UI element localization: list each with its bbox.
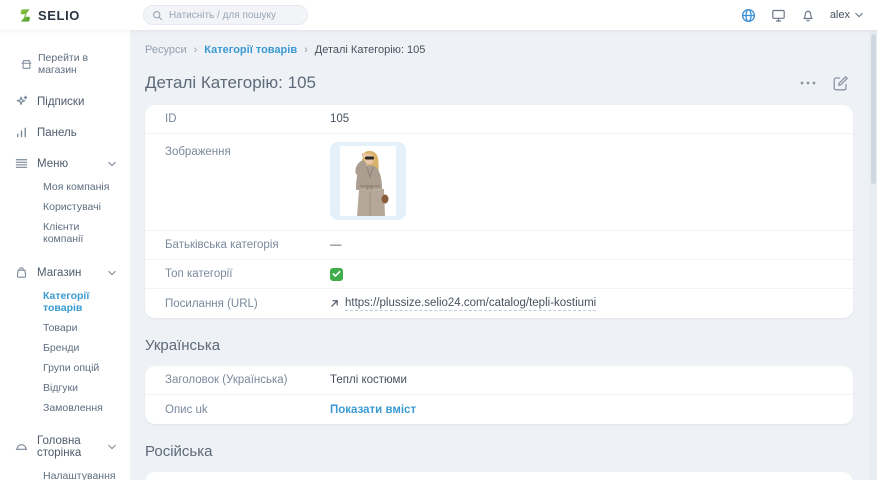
search-input[interactable] (169, 9, 299, 21)
row-label: Опис uk (165, 403, 208, 416)
sidebar-item-products[interactable]: Товари (43, 322, 78, 334)
detail-row-id: ID 105 (145, 105, 853, 134)
sidebar-item-company-clients[interactable]: Клієнти компанії (43, 221, 84, 245)
show-content-uk-link[interactable]: Показати вміст (330, 403, 417, 416)
breadcrumb-separator: › (193, 44, 198, 56)
storefront-icon (21, 59, 32, 70)
row-label: Зображення (165, 146, 231, 158)
breadcrumb-resources[interactable]: Ресурси (145, 44, 187, 56)
top-category-checkbox[interactable] (330, 267, 343, 281)
category-id-value: 105 (330, 113, 350, 125)
chevron-down-icon (855, 12, 863, 18)
model-photo-illustration (340, 146, 396, 216)
section-title-russian: Російська (145, 443, 213, 460)
detail-row-url: Посилання (URL) https://plussize.selio24… (145, 289, 853, 318)
page-scrollbar[interactable] (869, 30, 877, 480)
external-link-icon (330, 299, 339, 308)
sidebar-item-block-settings[interactable]: Налаштування блоку (43, 470, 116, 480)
sidebar-item-reviews[interactable]: Відгуки (43, 382, 79, 394)
breadcrumb-separator: › (304, 44, 308, 56)
notifications-bell-icon[interactable] (801, 8, 815, 23)
category-url-link[interactable]: https://plussize.selio24.com/catalog/tep… (330, 296, 597, 311)
row-label: ID (165, 113, 177, 125)
sidebar-item-my-company[interactable]: Моя компанія (43, 181, 110, 193)
shopping-bag-icon (14, 266, 28, 279)
detail-row-title-ru: Заголовок (Російська) Тёплые костюмы (145, 472, 853, 480)
more-options-button[interactable] (800, 81, 816, 85)
breadcrumb-categories-link[interactable]: Категорії товарів (204, 44, 298, 56)
category-image-thumbnail[interactable] (330, 142, 406, 220)
sidebar-item-product-categories[interactable]: Категорії товарів (43, 290, 90, 314)
title-uk-value: Теплі костюми (330, 374, 407, 386)
sidebar-item-subscriptions[interactable]: Підписки (12, 88, 122, 115)
sidebar-item-go-to-store[interactable]: Перейти в магазин (12, 52, 122, 76)
menu-lines-icon (14, 157, 28, 170)
detail-row-image: Зображення (145, 134, 853, 231)
sidebar-item-home-page[interactable]: Головна сторінка (12, 428, 122, 466)
chevron-down-icon (108, 270, 116, 276)
category-details-card: ID 105 Зображення (145, 105, 853, 318)
sidebar-item-orders[interactable]: Замовлення (43, 402, 103, 414)
row-label: Батьківська категорія (165, 239, 279, 251)
edit-button[interactable] (832, 75, 849, 92)
sidebar-item-dashboard[interactable]: Панель (12, 119, 122, 146)
search-icon (152, 10, 163, 21)
bar-chart-icon (14, 126, 28, 139)
chevron-down-icon (108, 161, 116, 167)
user-name: alex (829, 9, 850, 21)
global-search[interactable] (143, 5, 308, 25)
sidebar: Перейти в магазин Підписки Панель (0, 30, 130, 480)
top-header: SELIO alex (0, 0, 877, 30)
sidebar-item-shop[interactable]: Магазин (12, 259, 122, 286)
sidebar-item-option-groups[interactable]: Групи опцій (43, 362, 100, 374)
user-menu[interactable]: alex (830, 9, 863, 21)
section-title-ukrainian: Українська (145, 337, 221, 354)
row-label: Топ категорії (165, 268, 233, 280)
sparkles-icon (14, 95, 28, 108)
app-logo[interactable]: SELIO (18, 8, 130, 23)
display-icon[interactable] (771, 8, 786, 23)
detail-row-top-category: Топ категорії (145, 260, 853, 289)
breadcrumb: Ресурси › Категорії товарів › Деталі Кат… (145, 44, 853, 56)
chevron-down-icon (108, 444, 116, 450)
detail-row-parent-category: Батьківська категорія — (145, 231, 853, 260)
scrollbar-thumb[interactable] (870, 34, 876, 184)
home-page-icon (14, 441, 28, 454)
logo-text: SELIO (38, 7, 81, 23)
ukrainian-section-card: Заголовок (Українська) Теплі костюми Опи… (145, 366, 853, 424)
sidebar-item-menu[interactable]: Меню (12, 150, 122, 177)
row-label: Посилання (URL) (165, 297, 258, 310)
breadcrumb-current: Деталі Категорію: 105 (314, 44, 426, 56)
detail-row-title-uk: Заголовок (Українська) Теплі костюми (145, 366, 853, 395)
row-label: Заголовок (Українська) (165, 374, 288, 386)
detail-row-description-uk: Опис uk Показати вміст (145, 395, 853, 424)
page-title: Деталі Категорію: 105 (145, 73, 316, 92)
logo-icon (18, 8, 33, 23)
main-content: Ресурси › Категорії товарів › Деталі Кат… (130, 30, 877, 480)
url-text: https://plussize.selio24.com/catalog/tep… (345, 296, 597, 311)
russian-section-card: Заголовок (Російська) Тёплые костюмы Опи… (145, 472, 853, 480)
language-globe-icon[interactable] (741, 8, 756, 23)
parent-category-value: — (330, 239, 342, 251)
sidebar-item-brands[interactable]: Бренди (43, 342, 80, 354)
sidebar-item-users[interactable]: Користувачі (43, 201, 101, 213)
